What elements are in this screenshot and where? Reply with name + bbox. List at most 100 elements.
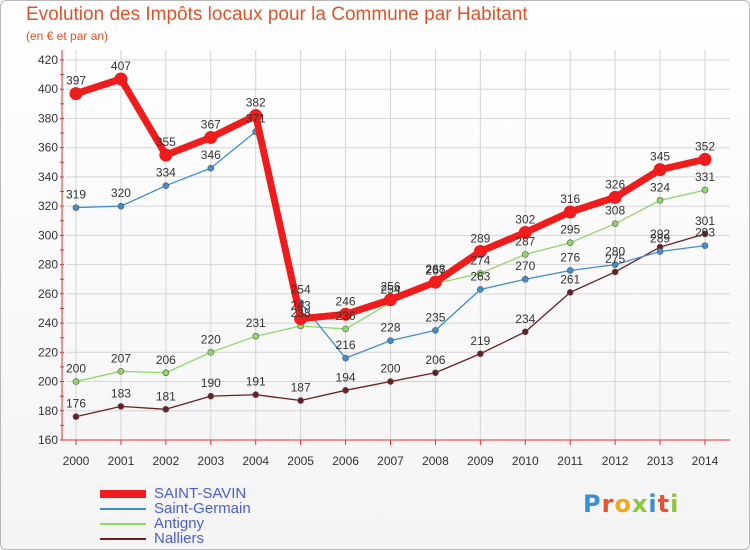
data-point (432, 327, 439, 334)
data-point (521, 275, 529, 283)
x-tick-label: 2004 (242, 454, 269, 468)
data-label: 407 (111, 59, 131, 73)
y-tick-label: 200 (38, 375, 58, 389)
data-label: 319 (66, 188, 86, 202)
data-label: 301 (695, 214, 715, 228)
logo-letter: i (670, 490, 680, 518)
data-point (432, 369, 439, 377)
legend-item: Antigny (100, 515, 251, 532)
data-label: 316 (560, 192, 580, 206)
data-point (204, 130, 218, 144)
data-point (114, 72, 128, 86)
data-point (72, 378, 80, 385)
data-label: 216 (336, 338, 356, 352)
series-lines (69, 72, 712, 420)
data-point (698, 152, 712, 166)
x-tick-label: 2010 (512, 454, 539, 468)
data-point (342, 387, 349, 394)
x-tick-label: 2014 (692, 454, 719, 468)
legend-swatch (100, 537, 146, 540)
data-labels: 397 407 355 367 382 243 246 256 268 289 302 316 326 3… (66, 59, 715, 411)
data-point (252, 391, 260, 398)
data-point (656, 197, 664, 204)
x-tick-label: 2013 (647, 454, 674, 468)
data-label: 287 (515, 234, 535, 248)
data-label: 274 (470, 253, 490, 267)
data-label: 352 (695, 139, 715, 153)
proxiti-logo: Proxiti (583, 490, 679, 518)
data-label: 292 (650, 227, 670, 241)
data-point (611, 220, 619, 227)
data-point (117, 368, 125, 375)
data-label: 187 (291, 381, 311, 395)
data-label: 231 (246, 316, 266, 330)
data-label: 220 (201, 332, 221, 346)
data-point (387, 337, 394, 344)
data-point (608, 190, 622, 204)
data-point (563, 205, 577, 219)
y-tick-labels: 160 180 200 220 240 260 280 300 320 340 360 380 400 4… (38, 53, 58, 447)
y-tick-label: 220 (38, 345, 58, 359)
data-point (701, 242, 709, 249)
data-label: 183 (111, 386, 131, 400)
data-point (249, 109, 263, 123)
data-point (342, 354, 349, 362)
data-label: 267 (425, 264, 445, 278)
data-point (159, 148, 173, 162)
data-point (477, 350, 484, 358)
data-point (611, 261, 619, 268)
y-tick-label: 180 (38, 404, 58, 418)
chart-title: Evolution des Impôts locaux pour la Comm… (26, 4, 528, 25)
data-label: 276 (560, 250, 580, 264)
data-point (656, 248, 664, 255)
axes (60, 50, 730, 445)
data-point (701, 186, 709, 194)
data-point (72, 204, 80, 211)
data-label: 254 (291, 283, 311, 297)
logo-letter: i (648, 490, 658, 518)
x-tick-label: 2003 (197, 454, 224, 468)
data-label: 238 (291, 306, 311, 320)
y-tick-label: 340 (38, 170, 58, 184)
legend-label: Saint-Germain (154, 500, 251, 517)
legend-label: SAINT-SAVIN (154, 485, 247, 502)
data-label: 324 (650, 180, 670, 194)
data-label: 268 (425, 262, 445, 276)
data-point (701, 230, 709, 238)
data-label: 228 (380, 321, 400, 335)
y-tick-label: 320 (38, 199, 58, 213)
data-point (566, 239, 574, 246)
x-tick-label: 2009 (467, 454, 494, 468)
data-label: 345 (650, 150, 670, 164)
x-tick-label: 2001 (108, 454, 135, 468)
data-label: 219 (470, 334, 490, 348)
logo-letter: P (583, 490, 602, 518)
data-label: 371 (246, 112, 266, 126)
y-tick-label: 240 (38, 316, 58, 330)
data-point (518, 225, 532, 239)
data-label: 289 (650, 231, 670, 245)
grid-lines (66, 50, 730, 441)
data-label: 295 (560, 223, 580, 237)
data-label: 254 (380, 283, 400, 297)
data-point (69, 87, 83, 101)
data-label: 246 (336, 294, 356, 308)
x-tick-label: 2008 (422, 454, 449, 468)
data-label: 367 (201, 117, 221, 131)
data-label: 261 (560, 272, 580, 286)
logo-letter: t (657, 490, 671, 518)
data-point (207, 349, 215, 356)
data-label: 275 (605, 252, 625, 266)
data-label: 200 (380, 362, 400, 376)
data-label: 181 (156, 389, 176, 403)
data-label: 243 (291, 299, 311, 313)
data-point (207, 164, 215, 172)
x-tick-labels: 2000 2001 2002 2003 2004 2005 2006 2007 2008 2009… (63, 454, 719, 468)
data-point (566, 267, 574, 274)
data-label: 280 (605, 245, 625, 259)
x-tick-label: 2002 (153, 454, 180, 468)
data-point (252, 332, 260, 340)
x-tick-label: 2011 (557, 454, 583, 468)
y-tick-label: 280 (38, 258, 58, 272)
data-label: 235 (425, 310, 445, 324)
